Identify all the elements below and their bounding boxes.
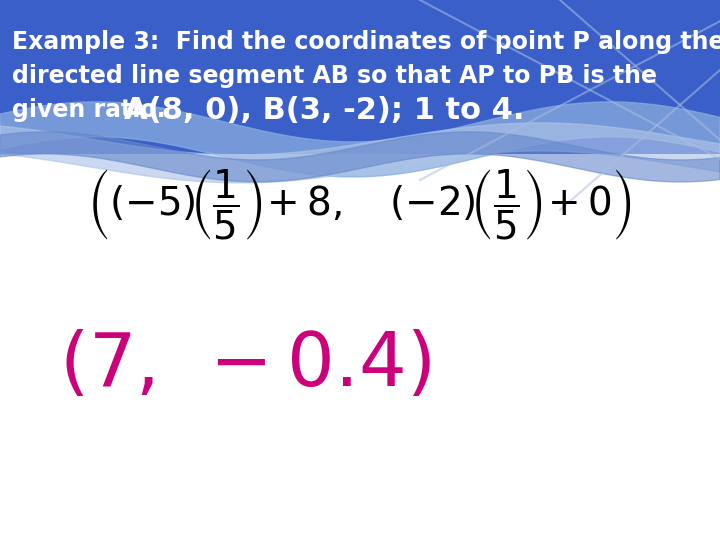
Text: A(8, 0), B(3, -2); 1 to 4.: A(8, 0), B(3, -2); 1 to 4.	[124, 96, 524, 125]
Text: directed line segment AB so that AP to PB is the: directed line segment AB so that AP to P…	[12, 64, 657, 88]
FancyBboxPatch shape	[0, 0, 720, 154]
Text: $(7,\; -0.4)$: $(7,\; -0.4)$	[59, 328, 431, 402]
Text: given ratio.: given ratio.	[12, 98, 166, 122]
Text: Example 3:  Find the coordinates of point P along the: Example 3: Find the coordinates of point…	[12, 30, 720, 54]
Text: $\left((-5)\!\left(\dfrac{1}{5}\right)\!+8,\quad (-2)\!\left(\dfrac{1}{5}\right): $\left((-5)\!\left(\dfrac{1}{5}\right)\!…	[88, 168, 632, 242]
